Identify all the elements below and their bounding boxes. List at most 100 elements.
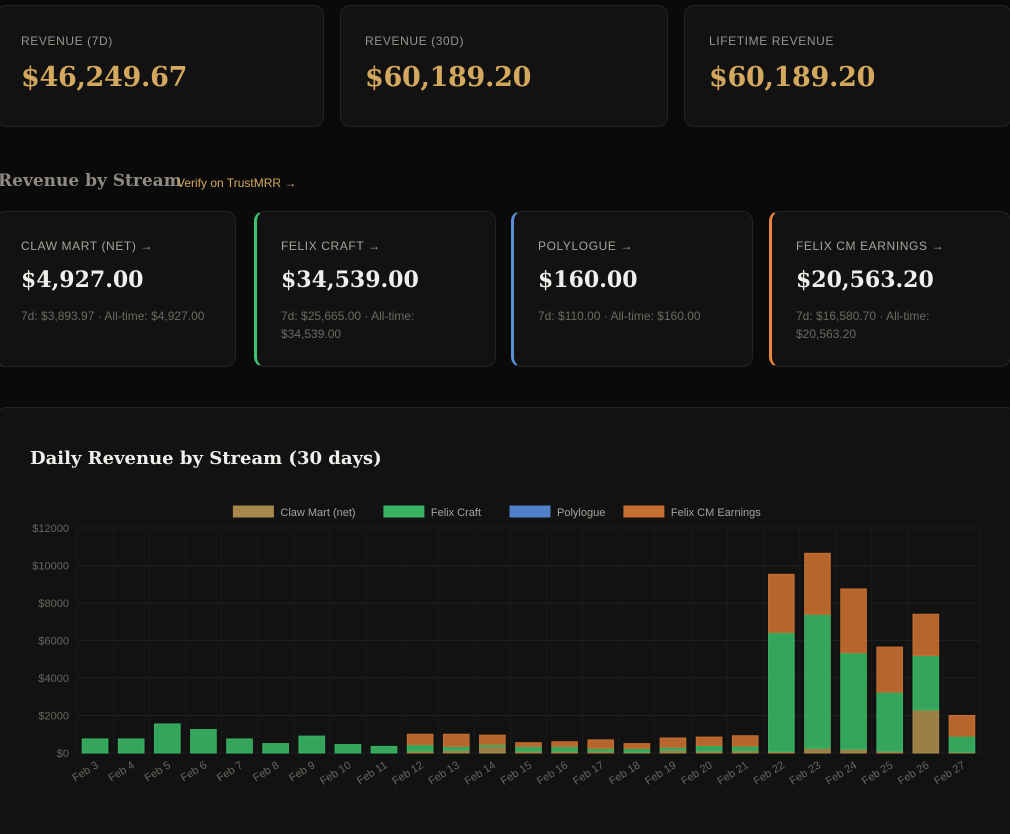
- x-tick-label: Feb 18: [607, 759, 642, 787]
- stream-card-claw-mart[interactable]: CLAW MART (NET) → $4,927.00 7d: $3,893.9…: [0, 211, 236, 367]
- x-tick-label: Feb 5: [143, 759, 173, 784]
- y-tick-label: $10000: [32, 561, 69, 573]
- legend-label: Felix CM Earnings: [671, 507, 761, 519]
- stream-label[interactable]: FELIX CRAFT →: [281, 239, 381, 253]
- kpi-label: REVENUE (7D): [21, 34, 113, 48]
- kpi-revenue-30d: REVENUE (30D) $60,189.20: [340, 5, 668, 127]
- bar-segment: [804, 747, 831, 754]
- bar-segment: [768, 573, 795, 633]
- bar-segment: [226, 738, 253, 754]
- kpi-value: $60,189.20: [365, 62, 532, 93]
- bar-segment: [695, 745, 723, 752]
- bar-segment: [117, 738, 145, 754]
- x-tick-label: Feb 25: [860, 759, 895, 787]
- stream-card-felix-cm-earnings[interactable]: FELIX CM EARNINGS → $20,563.20 7d: $16,5…: [769, 211, 1010, 367]
- stream-value: $34,539.00: [281, 267, 419, 293]
- stream-label[interactable]: CLAW MART (NET) →: [21, 239, 153, 253]
- bar-segment: [731, 745, 759, 752]
- bar-segment: [479, 734, 506, 746]
- legend-swatch: [623, 505, 665, 518]
- bar-segment: [262, 743, 289, 754]
- y-tick-label: $6000: [38, 636, 69, 648]
- y-tick-label: $0: [57, 748, 69, 760]
- bar-segment: [804, 552, 831, 615]
- legend-label: Felix Craft: [431, 507, 481, 519]
- kpi-label: LIFETIME REVENUE: [709, 34, 834, 48]
- stream-label[interactable]: FELIX CM EARNINGS →: [796, 239, 945, 253]
- kpi-lifetime-revenue: LIFETIME REVENUE $60,189.20: [684, 5, 1010, 127]
- x-tick-label: Feb 7: [215, 759, 245, 784]
- bar-segment: [623, 747, 651, 753]
- daily-revenue-chart-card: Daily Revenue by Stream (30 days) $0 $200…: [0, 407, 1010, 834]
- bar-segment: [587, 739, 615, 749]
- y-tick-label: $8000: [38, 598, 69, 610]
- x-tick-label: Feb 8: [251, 759, 281, 784]
- bar-segment: [515, 742, 542, 747]
- x-tick-label: Feb 12: [390, 759, 425, 787]
- bar-segment: [190, 729, 217, 754]
- kpi-row: REVENUE (7D) $46,249.67 REVENUE (30D) $6…: [0, 5, 1010, 127]
- kpi-value: $60,189.20: [709, 62, 876, 93]
- bar-segment: [912, 613, 940, 656]
- verify-trustmrr-link[interactable]: Verify on TrustMRR →: [177, 176, 297, 190]
- x-tick-label: Feb 14: [463, 759, 498, 787]
- x-tick-label: Feb 13: [426, 759, 461, 787]
- x-tick-label: Feb 22: [752, 759, 787, 787]
- stream-subtext: 7d: $25,665.00 · All-time: $34,539.00: [281, 309, 415, 341]
- bar-segment: [442, 745, 470, 751]
- x-tick-label: Feb 26: [896, 759, 931, 787]
- x-tick-label: Feb 15: [499, 759, 534, 787]
- x-tick-label: Feb 24: [824, 759, 859, 787]
- x-tick-label: Feb 9: [287, 759, 317, 784]
- legend-swatch: [383, 505, 425, 518]
- y-tick-label: $12000: [32, 523, 69, 535]
- bar-segment: [659, 737, 687, 748]
- bar-segment: [370, 745, 398, 754]
- bar-segment: [551, 741, 578, 747]
- kpi-revenue-7d: REVENUE (7D) $46,249.67: [0, 5, 324, 127]
- bar-segment: [876, 691, 904, 752]
- daily-revenue-chart: $0 $2000 $4000 $6000 $8000 $10000 $12000 Feb 3 F…: [32, 505, 981, 788]
- stream-value: $160.00: [538, 267, 638, 293]
- y-tick-label: $2000: [38, 711, 69, 723]
- bar-segment: [948, 735, 976, 753]
- x-tick-label: Feb 16: [535, 759, 570, 787]
- x-tick-label: Feb 3: [70, 759, 100, 784]
- x-tick-label: Feb 11: [355, 759, 390, 787]
- legend-label: Polylogue: [557, 507, 605, 519]
- bar-segment: [334, 744, 362, 754]
- stream-card-felix-craft[interactable]: FELIX CRAFT → $34,539.00 7d: $25,665.00 …: [254, 211, 496, 367]
- stream-subtext: 7d: $3,893.97 · All-time: $4,927.00: [21, 309, 205, 323]
- y-tick-label: $4000: [38, 673, 69, 685]
- bar-segment: [479, 745, 506, 754]
- bar-segment: [406, 744, 434, 752]
- stream-card-polylogue[interactable]: POLYLOGUE → $160.00 7d: $110.00 · All-ti…: [511, 211, 753, 367]
- bar-segment: [551, 745, 578, 752]
- x-tick-label: Feb 20: [679, 759, 714, 787]
- stream-label[interactable]: POLYLOGUE →: [538, 239, 634, 253]
- bar-segment: [515, 745, 542, 752]
- x-tick-label: Feb 4: [107, 759, 137, 784]
- stream-subtext: 7d: $110.00 · All-time: $160.00: [538, 309, 701, 323]
- x-tick-label: Feb 10: [318, 759, 353, 787]
- x-tick-label: Feb 27: [932, 759, 967, 787]
- bar-segment: [406, 733, 434, 746]
- x-tick-label: Feb 21: [715, 759, 750, 787]
- x-tick-label: Feb 23: [788, 759, 823, 787]
- x-tick-label: Feb 17: [571, 759, 606, 787]
- section-title: Revenue by Stream: [0, 171, 182, 191]
- bar-segment: [840, 652, 867, 750]
- stream-value: $4,927.00: [21, 267, 144, 293]
- bar-segment: [912, 655, 940, 711]
- bar-segment: [912, 709, 940, 754]
- bar-segment: [298, 735, 326, 754]
- x-tick-label: Feb 6: [179, 759, 209, 784]
- bar-segment: [153, 723, 181, 754]
- legend-swatch: [509, 505, 551, 518]
- bar-segment: [623, 743, 651, 749]
- legend-swatch: [232, 505, 274, 518]
- stream-subtext: 7d: $16,580.70 · All-time: $20,563.20: [796, 309, 930, 341]
- kpi-label: REVENUE (30D): [365, 34, 465, 48]
- bar-segment: [804, 613, 831, 749]
- bar-segment: [948, 715, 976, 737]
